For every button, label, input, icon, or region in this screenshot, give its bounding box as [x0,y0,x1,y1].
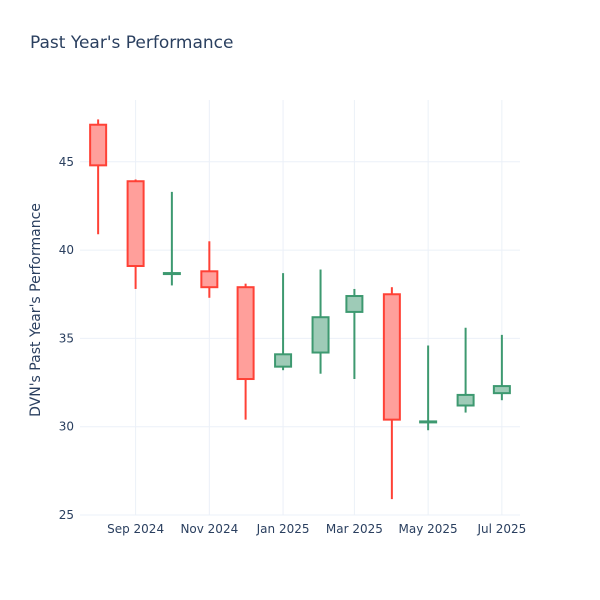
chart-title: Past Year's Performance [30,33,234,53]
y-tick-label: 40 [59,243,74,257]
candle-decreasing [236,283,255,420]
candle-body [89,123,108,167]
x-tick-label: Mar 2025 [326,522,383,536]
candle-decreasing [382,287,401,500]
candle-body [311,316,330,354]
candle-increasing [162,191,181,286]
y-tick-label: 30 [59,420,74,434]
y-tick-label: 25 [59,508,74,522]
x-tick-label: May 2025 [399,522,458,536]
candle-body [419,420,438,424]
candle-increasing [492,334,511,401]
candle-body [456,393,475,407]
y-axis-ticks: 25 30 35 40 45 [59,155,74,522]
x-tick-label: Nov 2024 [180,522,238,536]
candle-decreasing [89,119,108,235]
y-axis-title: DVN's Past Year's Performance [28,203,44,417]
candle-body [382,293,401,421]
candle-body [274,353,293,368]
candle-increasing [345,288,364,380]
candle-increasing [311,269,330,374]
candle-decreasing [200,241,219,298]
candle-increasing [456,327,475,413]
candle-body [126,180,145,267]
candle-increasing [274,273,293,371]
candle-body [162,272,181,276]
candles [89,119,511,500]
candle-body [345,295,364,313]
candle-body [236,286,255,381]
y-tick-label: 45 [59,155,74,169]
x-axis-ticks: Sep 2024 Nov 2024 Jan 2025 Mar 2025 May 2025… [107,522,526,536]
y-tick-label: 35 [59,331,74,345]
grid [80,100,520,516]
candle-body [492,385,511,395]
candle-increasing [419,345,438,431]
x-tick-label: Jul 2025 [476,522,526,536]
candle-body [200,270,219,289]
x-tick-label: Sep 2024 [107,522,164,536]
x-tick-label: Jan 2025 [256,522,310,536]
candle-decreasing [126,179,145,289]
